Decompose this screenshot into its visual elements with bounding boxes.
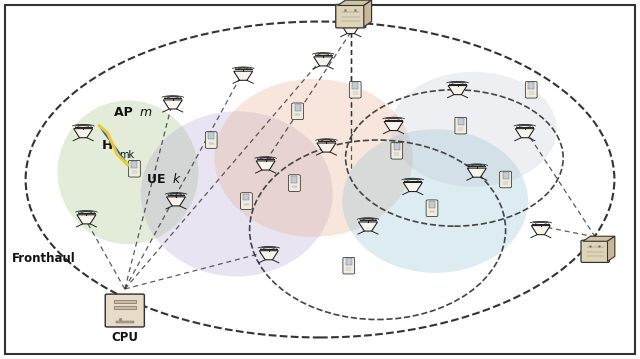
Ellipse shape [58,101,198,244]
Bar [243,194,250,200]
Polygon shape [403,182,422,192]
Polygon shape [77,215,96,224]
Bar [291,176,298,182]
Bar [502,172,509,179]
Bar [429,201,435,208]
FancyBboxPatch shape [349,81,361,98]
Polygon shape [317,143,336,152]
Polygon shape [358,222,378,231]
Bar [394,143,400,150]
FancyBboxPatch shape [500,171,511,188]
Text: $\mathbf{H}$: $\mathbf{H}$ [101,139,113,152]
Ellipse shape [390,72,557,187]
Text: mk: mk [119,150,134,160]
Polygon shape [384,121,403,131]
Text: CPU: CPU [111,331,138,344]
Polygon shape [448,85,467,95]
Bar [346,258,352,265]
Polygon shape [364,0,372,27]
Text: Fronthaul: Fronthaul [12,252,76,265]
FancyBboxPatch shape [205,132,217,148]
Polygon shape [163,100,182,109]
Polygon shape [467,168,486,177]
Polygon shape [338,0,372,5]
Polygon shape [341,24,360,34]
FancyBboxPatch shape [336,4,365,28]
Polygon shape [166,197,186,206]
FancyBboxPatch shape [525,81,537,98]
Text: k: k [173,173,180,186]
Bar [528,82,534,89]
Polygon shape [531,225,550,235]
FancyBboxPatch shape [581,240,609,262]
Polygon shape [607,236,615,261]
FancyBboxPatch shape [129,160,140,177]
FancyBboxPatch shape [289,175,300,191]
Polygon shape [583,236,615,241]
Text: m: m [140,106,152,118]
Text: AP: AP [114,106,137,118]
FancyBboxPatch shape [426,200,438,216]
Polygon shape [256,161,275,170]
Polygon shape [314,57,333,66]
Bar [113,306,136,309]
Bar [458,118,464,125]
Polygon shape [74,129,93,138]
FancyBboxPatch shape [241,193,252,209]
Polygon shape [234,71,253,80]
Polygon shape [515,129,534,138]
Bar [131,161,138,168]
Text: UE: UE [147,173,170,186]
Bar [113,300,136,303]
Bar [116,321,134,323]
Ellipse shape [342,129,528,273]
Bar [352,82,358,89]
FancyBboxPatch shape [391,143,403,159]
FancyBboxPatch shape [455,117,467,134]
FancyBboxPatch shape [343,257,355,274]
Bar [208,132,214,139]
Ellipse shape [214,79,413,237]
Ellipse shape [141,111,333,276]
Polygon shape [259,251,278,260]
FancyBboxPatch shape [292,103,303,120]
FancyBboxPatch shape [105,294,145,327]
Bar [294,104,301,111]
